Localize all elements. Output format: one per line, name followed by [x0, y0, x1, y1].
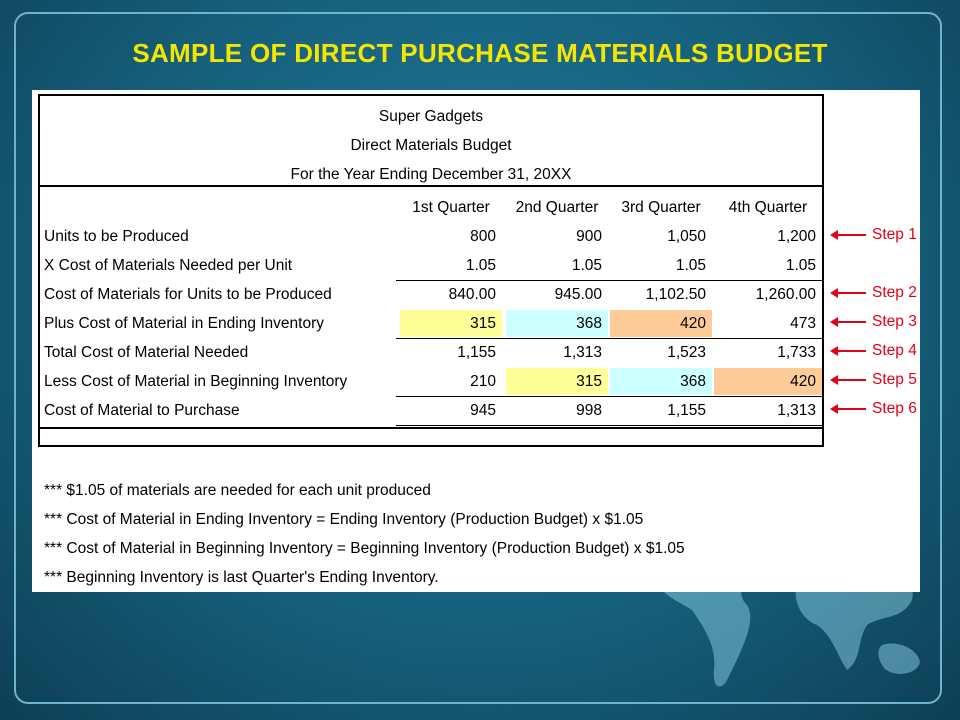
- step-label: Step 5: [872, 371, 917, 388]
- budget-table: Super Gadgets Direct Materials Budget Fo…: [38, 94, 824, 447]
- row-label: Total Cost of Material Needed: [44, 344, 249, 361]
- total-rule: [396, 338, 822, 339]
- value-cell: 1,102.50: [645, 286, 706, 303]
- value-cell: 420: [610, 310, 712, 337]
- arrow-left-icon: [830, 374, 838, 385]
- arrow-shaft: [838, 233, 866, 236]
- footnote: *** Cost of Material in Ending Inventory…: [44, 511, 644, 528]
- value-cell: 900: [576, 228, 602, 245]
- step-label: Step 6: [872, 400, 917, 417]
- arrow-left-icon: [830, 229, 838, 240]
- slide-title: SAMPLE OF DIRECT PURCHASE MATERIALS BUDG…: [132, 38, 828, 68]
- footnote: *** Cost of Material in Beginning Invent…: [44, 540, 685, 557]
- arrow-shaft: [838, 320, 866, 323]
- step-label: Step 4: [872, 342, 917, 359]
- row-label: Cost of Materials for Units to be Produc…: [44, 286, 332, 303]
- step-arrow: Step 2: [830, 279, 917, 306]
- total-rule: [396, 425, 822, 426]
- arrow-shaft: [838, 378, 866, 381]
- value-cell: 945: [470, 402, 496, 419]
- step-arrow: Step 6: [830, 395, 917, 422]
- step-label: Step 3: [872, 313, 917, 330]
- value-cell: 368: [610, 368, 712, 395]
- arrow-left-icon: [830, 345, 838, 356]
- total-rule: [396, 396, 822, 397]
- value-cell: 315: [506, 368, 608, 395]
- arrow-shaft: [838, 349, 866, 352]
- column-header: 2nd Quarter: [515, 199, 599, 216]
- value-cell: 420: [714, 368, 822, 395]
- value-cell: 1,313: [777, 402, 816, 419]
- row-label: X Cost of Materials Needed per Unit: [44, 257, 293, 274]
- row-label: Units to be Produced: [44, 228, 189, 245]
- step-arrow: Step 1: [830, 221, 917, 248]
- value-cell: 1.05: [465, 257, 496, 274]
- step-label: Step 2: [872, 284, 917, 301]
- value-cell: 473: [790, 315, 816, 332]
- bottom-rule: [40, 427, 822, 429]
- value-cell: 1,155: [667, 402, 706, 419]
- company-name: Super Gadgets: [378, 108, 484, 125]
- value-cell: 210: [470, 373, 496, 390]
- value-cell: 1,523: [667, 344, 706, 361]
- value-cell: 998: [576, 402, 602, 419]
- row-label: Plus Cost of Material in Ending Inventor…: [44, 315, 324, 332]
- value-cell: 1.05: [675, 257, 706, 274]
- value-cell: 840.00: [448, 286, 496, 303]
- step-arrow: Step 5: [830, 366, 917, 393]
- step-label: Step 1: [872, 226, 917, 243]
- footnote: *** $1.05 of materials are needed for ea…: [44, 482, 431, 499]
- row-label: Cost of Material to Purchase: [44, 402, 240, 419]
- value-cell: 1,155: [457, 344, 496, 361]
- value-cell: 800: [470, 228, 496, 245]
- arrow-left-icon: [830, 403, 838, 414]
- total-rule: [396, 280, 822, 281]
- value-cell: 368: [506, 310, 608, 337]
- arrow-shaft: [838, 291, 866, 294]
- arrow-shaft: [838, 407, 866, 410]
- value-cell: 1,313: [563, 344, 602, 361]
- value-cell: 1.05: [571, 257, 602, 274]
- column-header: 4th Quarter: [728, 199, 808, 216]
- step-arrow: Step 4: [830, 337, 917, 364]
- footnote: *** Beginning Inventory is last Quarter'…: [44, 569, 439, 586]
- step-arrow: Step 3: [830, 308, 917, 335]
- arrow-left-icon: [830, 316, 838, 327]
- report-title: Direct Materials Budget: [350, 137, 512, 154]
- value-cell: 1,260.00: [755, 286, 816, 303]
- slide-frame: [14, 12, 942, 704]
- value-cell: 1,200: [777, 228, 816, 245]
- report-period: For the Year Ending December 31, 20XX: [290, 166, 572, 183]
- value-cell: 945.00: [554, 286, 602, 303]
- row-label: Less Cost of Material in Beginning Inven…: [44, 373, 348, 390]
- header-rule: [40, 185, 822, 187]
- arrow-left-icon: [830, 287, 838, 298]
- column-header: 1st Quarter: [412, 199, 490, 216]
- value-cell: 1,050: [667, 228, 706, 245]
- column-header: 3rd Quarter: [621, 199, 701, 216]
- value-cell: 1.05: [785, 257, 816, 274]
- value-cell: 1,733: [777, 344, 816, 361]
- content-panel: Super Gadgets Direct Materials Budget Fo…: [32, 90, 920, 592]
- value-cell: 315: [400, 310, 502, 337]
